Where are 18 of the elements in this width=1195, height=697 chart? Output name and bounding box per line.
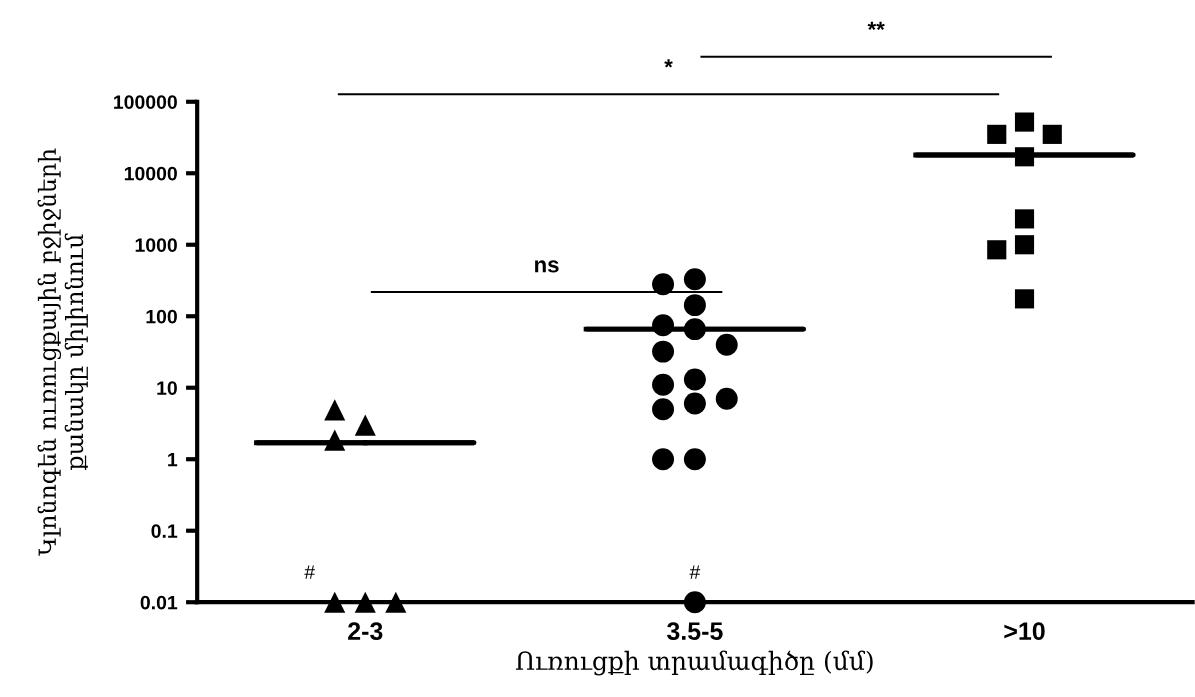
y-tick-label: 10000 [124, 166, 177, 181]
y-tick-label: 10 [157, 381, 177, 395]
x-tick-label: 3.5-5 [666, 622, 723, 641]
annotation: # [304, 565, 316, 579]
x-tick-label: >10 [1004, 622, 1045, 641]
x-axis-title: Ուռուցքի տրամագիծը (մմ) [515, 650, 873, 676]
annotation: # [689, 565, 701, 579]
y-tick-label: 1000 [135, 238, 177, 252]
annotation: ns [535, 260, 559, 273]
text: * [664, 59, 673, 68]
y-tick-label: 0.01 [140, 595, 178, 610]
x-tick-label: 2-3 [348, 622, 383, 641]
y-tick-label: 1 [168, 452, 178, 467]
y-tick-label: 100000 [114, 95, 177, 109]
text: ** [867, 21, 885, 31]
y-tick-label: 0.1 [151, 524, 178, 538]
y-tick-label: 100 [146, 309, 177, 324]
y-axis-title: Կլոնոգեն ուռուցքային բջիջների քանակը միլիոնում [37, 148, 88, 556]
